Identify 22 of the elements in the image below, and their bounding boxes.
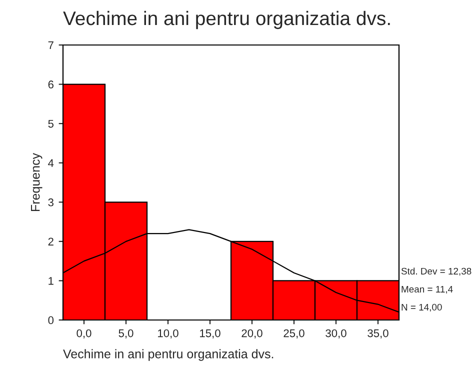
x-tick-label: 0,0 [76, 329, 92, 338]
x-tick-label: 10,0 [158, 329, 178, 338]
y-tick-label: 6 [48, 80, 54, 88]
x-tick-label: 25,0 [284, 329, 304, 338]
y-tick-label: 3 [48, 198, 54, 206]
y-tick-label: 1 [48, 277, 54, 285]
y-tick-label: 0 [48, 316, 54, 324]
y-tick-label: 2 [48, 238, 54, 246]
x-tick-label: 20,0 [242, 329, 262, 338]
x-tick-label: 15,0 [200, 329, 220, 338]
y-axis-title: Frequency [31, 152, 42, 211]
x-tick-label: 5,0 [118, 329, 134, 338]
x-axis-title: Vechime in ani pentru organizatia dvs. [63, 349, 274, 361]
text: Std. Dev = 12,38 [401, 268, 472, 276]
text: Mean = 11,4 [402, 286, 453, 294]
y-tick-label: 4 [48, 159, 54, 167]
chart-title: Vechime in ani pentru organizatia dvs. [63, 10, 390, 30]
text: N = 14,00 [402, 304, 442, 312]
x-tick-label: 30,0 [326, 329, 346, 338]
x-tick-label: 35,0 [368, 329, 388, 338]
y-tick-label: 7 [48, 41, 54, 50]
y-tick-label: 5 [48, 120, 54, 128]
